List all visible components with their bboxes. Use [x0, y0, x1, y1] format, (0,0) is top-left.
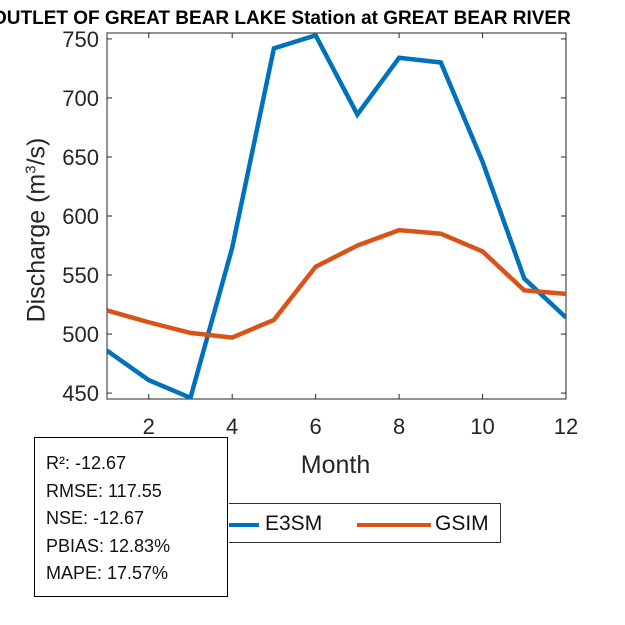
y-tick-label: 550	[62, 263, 99, 288]
legend-label-gsim: GSIM	[435, 512, 489, 535]
x-tick-label: 8	[393, 414, 405, 439]
stat-nse: NSE: -12.67	[46, 508, 145, 528]
x-tick-label: 10	[470, 414, 494, 439]
x-tick-label: 12	[554, 414, 578, 439]
plot-area	[106, 32, 567, 400]
stats-box: R²: -12.67 RMSE: 117.55 NSE: -12.67 PBIA…	[34, 437, 228, 597]
legend-line-e3sm	[229, 523, 259, 527]
stat-rmse: RMSE: 117.55	[46, 480, 162, 501]
stat-r2: R²: -12.67	[46, 453, 127, 473]
series-line-gsim	[107, 227, 566, 340]
y-tick-label: 500	[62, 322, 99, 347]
stat-mape: MAPE: 17.57%	[46, 563, 169, 583]
x-tick-label: 4	[226, 414, 238, 439]
y-tick-label: 650	[62, 145, 99, 170]
y-axis-label: Discharge (m3/s)	[22, 137, 51, 323]
legend: E3SM GSIM	[229, 503, 501, 543]
stat-pbias: PBIAS: 12.83%	[46, 535, 171, 556]
y-tick-label: 600	[62, 204, 99, 229]
legend-label-e3sm: E3SM	[265, 512, 323, 535]
series-line-e3sm	[107, 33, 566, 399]
y-tick-label: 450	[62, 381, 99, 406]
x-tick-label: 6	[310, 414, 322, 439]
chart-title: OUTLET OF GREAT BEAR LAKE Station at GRE…	[0, 8, 571, 29]
y-tick-label: 700	[62, 86, 99, 111]
x-axis-label: Month	[301, 451, 370, 479]
x-tick-label: 2	[143, 414, 155, 439]
legend-line-gsim	[357, 523, 431, 527]
y-tick-label: 750	[62, 27, 99, 52]
